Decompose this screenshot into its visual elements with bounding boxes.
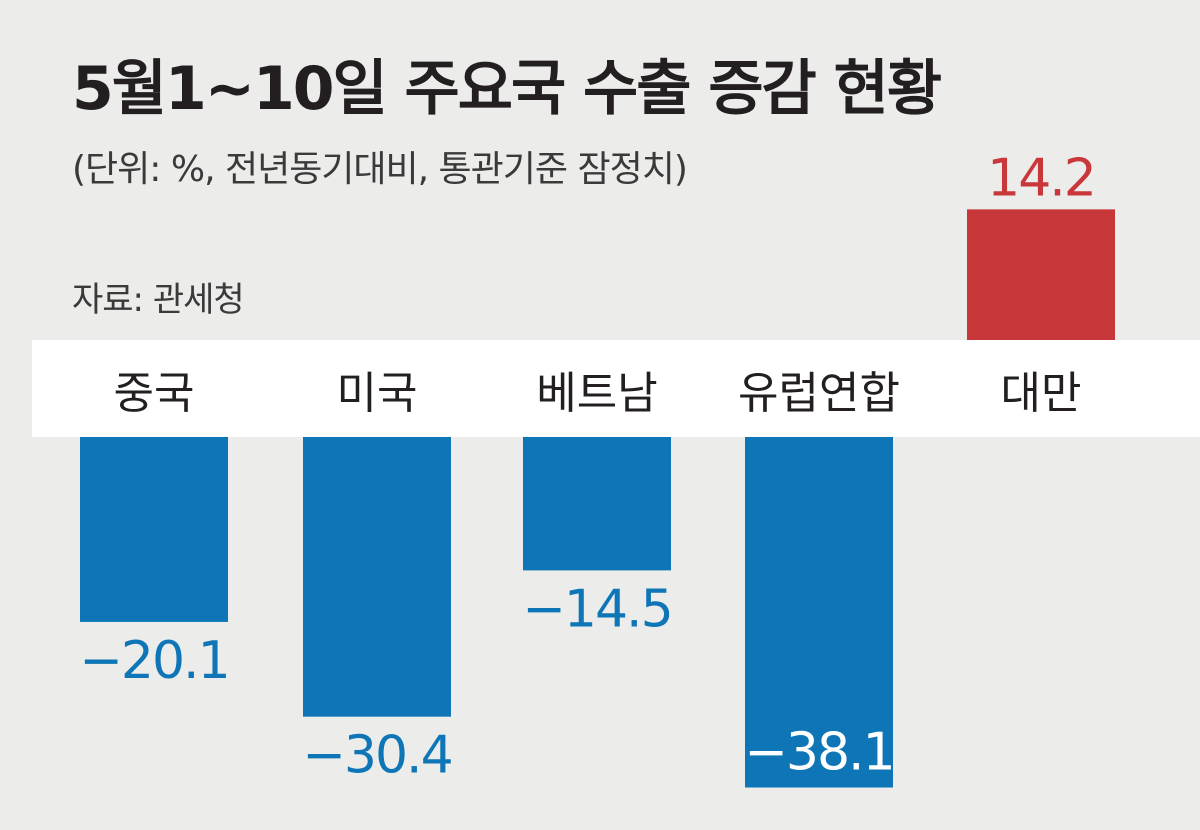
category-band: [32, 340, 1200, 437]
chart-subtitle: (단위: %, 전년동기대비, 통관기준 잠정치): [72, 149, 688, 190]
bar-4: [967, 209, 1115, 340]
category-label: 유럽연합: [738, 368, 900, 419]
category-label: 미국: [337, 368, 418, 419]
category-labels: 중국 미국 베트남 유럽연합 대만: [114, 368, 1082, 419]
value-label: 14.2: [987, 148, 1095, 208]
bar-1: [303, 437, 451, 717]
chart-title: 5월1~10일 주요국 수출 증감 현황: [72, 54, 942, 124]
source-note: 자료: 관세청: [72, 280, 245, 320]
value-labels: −20.1 −30.4 −14.5 −38.1 14.2: [79, 148, 1097, 786]
category-label: 중국: [114, 368, 195, 419]
value-label: −20.1: [79, 631, 228, 691]
value-label: −30.4: [302, 726, 451, 786]
value-label: −38.1: [744, 723, 893, 783]
bars-group: [80, 209, 1115, 788]
category-label: 베트남: [536, 368, 657, 419]
bar-0: [80, 437, 228, 622]
bar-3: [745, 437, 893, 788]
bar-2: [523, 437, 671, 571]
category-label: 대만: [1001, 368, 1082, 419]
value-label: −14.5: [522, 579, 671, 639]
